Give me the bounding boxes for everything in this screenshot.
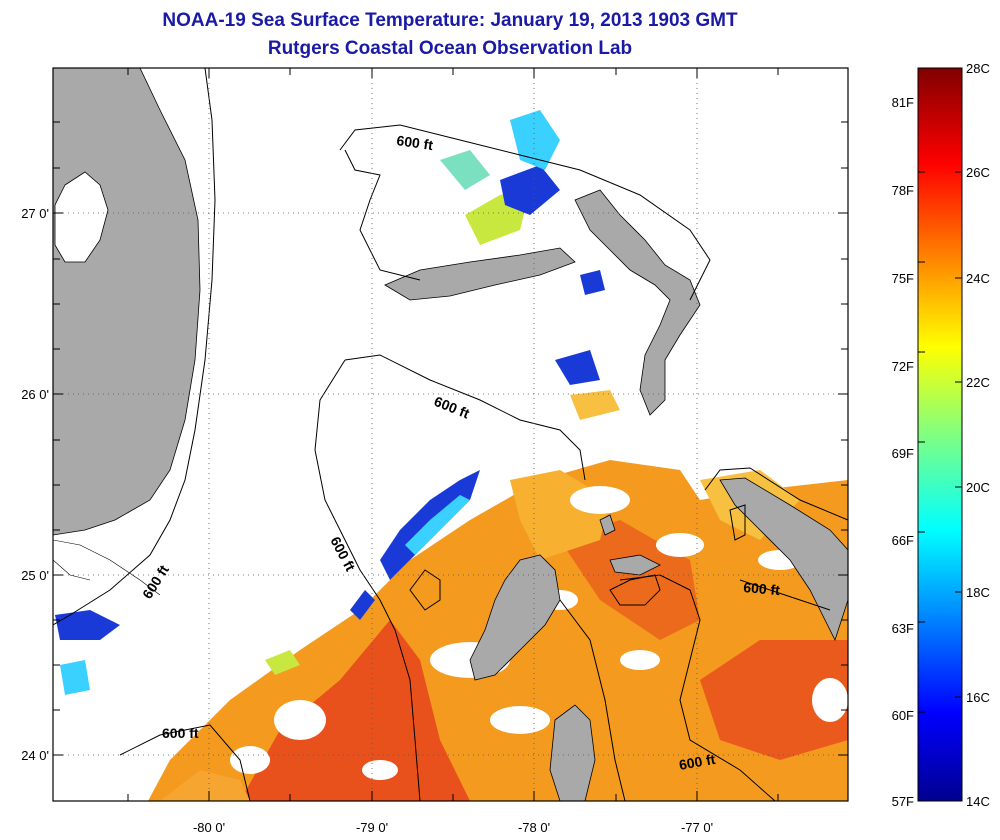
lon-label-78: -78 0'	[518, 820, 550, 835]
colorbar-f-label: 66F	[892, 533, 914, 548]
colorbar-f-label: 69F	[892, 446, 914, 461]
colorbar-c-label: 18C	[966, 585, 990, 600]
colorbar-gradient	[917, 67, 963, 802]
sst-cold-band	[55, 110, 620, 695]
colorbar-f-label: 57F	[892, 794, 914, 809]
contour-label: 600 ft	[678, 751, 717, 773]
lon-label-77: -77 0'	[681, 820, 713, 835]
frame-ticks	[53, 68, 848, 801]
colorbar-f-label: 63F	[892, 621, 914, 636]
colorbar-c-label: 24C	[966, 271, 990, 286]
graticule	[53, 68, 848, 801]
colorbar-c-label: 22C	[966, 375, 990, 390]
colorbar-f-label: 72F	[892, 359, 914, 374]
contour-label: 600 ft	[396, 132, 435, 153]
lat-label-27: 27 0'	[21, 206, 49, 221]
lat-label-25: 25 0'	[21, 568, 49, 583]
depth-contours	[53, 68, 848, 801]
colorbar-c-label: 28C	[966, 61, 990, 76]
colorbar-c-label: 14C	[966, 794, 990, 809]
colorbar-f-label: 75F	[892, 271, 914, 286]
lat-label-26: 26 0'	[21, 387, 49, 402]
florida-keys	[53, 539, 161, 596]
colorbar-c-label: 26C	[966, 165, 990, 180]
map-frame	[52, 67, 849, 802]
contour-label: 600 ft	[162, 725, 199, 741]
lon-label-79: -79 0'	[356, 820, 388, 835]
colorbar-c-label: 16C	[966, 690, 990, 705]
lake-okeechobee	[54, 171, 109, 263]
colorbar-f-label: 60F	[892, 708, 914, 723]
lon-label-80: -80 0'	[193, 820, 225, 835]
colorbar-f-label: 81F	[892, 95, 914, 110]
map-title: NOAA-19 Sea Surface Temperature: January…	[162, 10, 738, 31]
map-subtitle: Rutgers Coastal Ocean Observation Lab	[267, 38, 633, 59]
colorbar-f-label: 78F	[892, 183, 914, 198]
colorbar: 28C 26C 24C 22C 20C 18C 16C 14C 81F 78F …	[892, 61, 990, 809]
lat-label-24: 24 0'	[21, 748, 49, 763]
contour-label: 600 ft	[743, 579, 781, 598]
colorbar-c-label: 20C	[966, 480, 990, 495]
